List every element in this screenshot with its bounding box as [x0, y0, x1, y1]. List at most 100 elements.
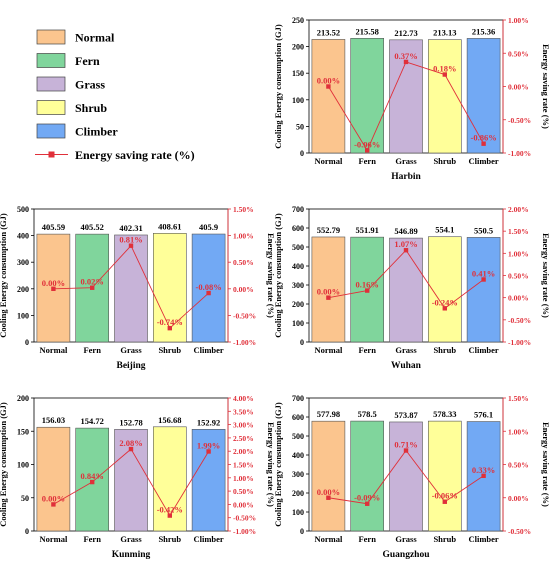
panel-title: Guangzhou — [383, 550, 431, 560]
r-tick-label: -1.00% — [233, 338, 256, 347]
panel-guangzhou: 0 100 200 300 400 500 600 700 -0.50% 0.00% 0.50% 1.… — [273, 394, 550, 560]
rate-point — [51, 286, 56, 291]
bar-value-label: 402.31 — [119, 223, 142, 233]
r-tick-label: 0.50% — [233, 487, 254, 496]
bar-fern — [350, 38, 385, 154]
y-axis-title: Cooling Energy consumption (GJ) — [0, 402, 8, 527]
panel-title: Harbin — [391, 172, 421, 182]
y-tick-label: 300 — [292, 470, 304, 479]
y-tick-label: 150 — [17, 427, 29, 436]
rate-point — [481, 473, 486, 479]
rate-point — [326, 295, 331, 300]
rate-label: 0.00% — [317, 287, 340, 297]
bar-value-label: 405.59 — [42, 222, 65, 232]
r-tick-label: 0.00% — [508, 83, 529, 92]
bar-grass — [389, 39, 423, 154]
legend-swatch — [36, 76, 66, 92]
x-tick-label: Fern — [358, 534, 376, 544]
y-tick-label: 700 — [292, 394, 304, 403]
y-tick-label: 50 — [296, 122, 304, 131]
r-tick-label: 0.00% — [233, 500, 254, 509]
x-tick-label: Climber — [468, 345, 498, 355]
bar-value-label: 578.5 — [358, 409, 377, 419]
legend-line-label: Energy saving rate (%) — [75, 148, 195, 162]
bar-shrub — [153, 233, 187, 343]
bar-value-label: 212.73 — [394, 28, 417, 38]
r-tick-label: 1.00% — [233, 474, 254, 483]
legend-label: Climber — [75, 125, 118, 139]
r-tick-label: 1.00% — [508, 16, 529, 25]
y-tick-label: 100 — [292, 319, 304, 328]
x-tick-label: Grass — [395, 534, 417, 544]
legend-label: Grass — [75, 78, 105, 92]
bar-value-label: 573.87 — [394, 410, 418, 420]
r-tick-label: 3.50% — [233, 407, 254, 416]
x-tick-label: Climber — [468, 534, 498, 544]
y-tick-label: 250 — [292, 16, 304, 25]
bar-fern — [350, 420, 385, 532]
panel-wuhan: 0 100 200 300 400 500 600 700 -1.00% -0.50% 0.00% 0… — [273, 205, 550, 371]
rate-label: -0.96% — [354, 139, 380, 149]
panel-title: Beijing — [116, 361, 145, 371]
panel-beijing: 0 100 200 300 400 500 -1.00% -0.50% 0.00% 0.50% 1.… — [0, 205, 276, 371]
r-tick-label: 0.50% — [508, 272, 529, 281]
x-tick-label: Grass — [395, 345, 417, 355]
x-tick-label: Shrub — [158, 345, 181, 355]
rate-label: 0.00% — [42, 278, 65, 288]
rate-point — [90, 479, 95, 485]
x-tick-label: Normal — [39, 345, 67, 355]
rate-point — [90, 285, 95, 290]
y-tick-label: 500 — [292, 432, 304, 441]
bar-value-label: 152.78 — [119, 417, 142, 427]
legend-label: Fern — [75, 54, 100, 68]
r-tick-label: -0.50% — [508, 316, 531, 325]
y-tick-label: 0 — [300, 338, 304, 347]
rate-point — [167, 513, 172, 518]
x-tick-label: Fern — [358, 156, 376, 166]
bar-climber — [466, 237, 501, 343]
rate-label: 0.71% — [394, 440, 417, 450]
r-axis-title: Energy saving rate (%) — [266, 233, 276, 318]
x-tick-label: Fern — [358, 345, 376, 355]
y-tick-label: 200 — [292, 43, 304, 52]
bar-value-label: 213.13 — [433, 28, 456, 38]
legend-line-marker — [48, 151, 55, 158]
r-tick-label: -0.50% — [233, 514, 256, 523]
bar-climber — [191, 233, 226, 343]
x-tick-label: Shrub — [433, 345, 456, 355]
rate-label: 0.33% — [472, 465, 495, 475]
rate-label: -0.06% — [432, 491, 458, 501]
rate-label: 1.07% — [394, 239, 417, 249]
x-tick-label: Shrub — [433, 534, 456, 544]
rate-point — [442, 72, 447, 77]
r-axis-title: Energy saving rate (%) — [541, 422, 550, 507]
y-tick-label: 200 — [17, 394, 29, 403]
panel-title: Kunming — [112, 550, 151, 560]
bar-shrub — [427, 236, 462, 343]
y-tick-label: 200 — [292, 489, 304, 498]
rate-label: -0.42% — [157, 505, 183, 515]
rate-label: 2.08% — [119, 438, 142, 448]
y-tick-label: 200 — [292, 300, 304, 309]
y-tick-label: 100 — [17, 311, 29, 320]
y-tick-label: 100 — [292, 508, 304, 517]
rate-point — [51, 502, 56, 507]
rate-point — [128, 243, 134, 248]
rate-label: -0.24% — [432, 297, 458, 307]
r-tick-label: 1.50% — [233, 205, 254, 214]
panel-harbin: 0 50 100 150 200 250 -1.00% -0.50% 0.00% 0.50% 1.0… — [273, 16, 550, 182]
r-tick-label: -0.50% — [233, 311, 256, 320]
bar-normal — [36, 426, 71, 532]
legend-swatch — [36, 29, 66, 45]
bar-climber — [191, 429, 226, 532]
legend-swatch — [36, 53, 66, 68]
rate-label: 0.02% — [81, 277, 104, 287]
legend: Normal Fern Grass Shrub Climber Energy saving… — [35, 29, 195, 162]
rate-point — [167, 325, 172, 331]
bar-value-label: 546.89 — [394, 226, 417, 236]
y-tick-label: 500 — [17, 205, 29, 214]
bar-shrub — [427, 39, 462, 154]
bar-shrub — [427, 420, 462, 532]
x-tick-label: Shrub — [433, 156, 456, 166]
